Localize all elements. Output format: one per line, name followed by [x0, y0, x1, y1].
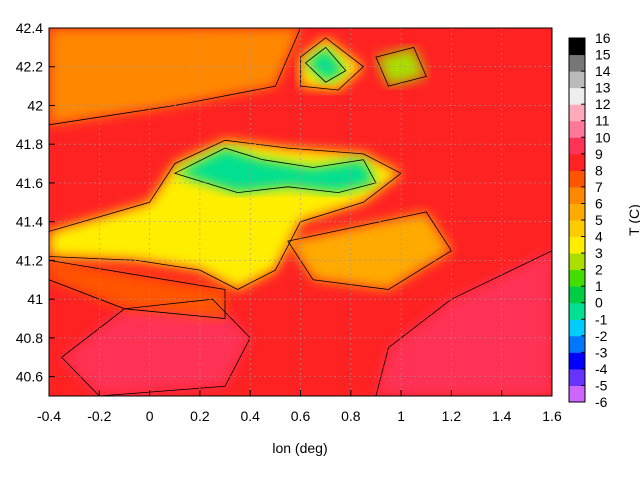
x-tick-label: 1.2 — [442, 408, 462, 424]
contour-line — [173, 147, 377, 194]
colorbar-tick-label: 0 — [595, 295, 603, 311]
colorbar-tick-label: 11 — [595, 113, 610, 129]
colorbar-tick-label: 2 — [595, 262, 603, 278]
x-tick-label: -0.2 — [87, 408, 111, 424]
y-tick-label: 41 — [27, 291, 43, 307]
colorbar-tick-label: 1 — [595, 278, 603, 294]
contour-line — [49, 28, 301, 126]
heatmap-region-northeast-ridge — [375, 47, 427, 87]
contour-line — [49, 259, 226, 319]
colorbar-segment — [569, 87, 585, 105]
colorbar-segment — [569, 104, 585, 122]
y-tick-label: 42.2 — [16, 59, 43, 75]
colorbar-tick-label: 6 — [595, 195, 603, 211]
y-tick-label: 41.4 — [16, 214, 43, 230]
x-tick-label: 0.2 — [190, 408, 210, 424]
colorbar-tick-label: 8 — [595, 162, 603, 178]
y-tick-label: 40.8 — [16, 330, 43, 346]
heatmap-region-southwest-hot — [61, 299, 251, 396]
colorbar-tick-label: 4 — [595, 229, 603, 245]
colorbar-tick-label: -2 — [595, 328, 608, 344]
colorbar-segment — [569, 368, 585, 386]
heatmap-region-southwest-lowland — [49, 260, 225, 319]
colorbar-tick-label: 5 — [595, 212, 603, 228]
y-tick-label: 41.2 — [16, 252, 43, 268]
colorbar-tick-label: 14 — [595, 63, 611, 79]
colorbar-segment — [569, 319, 585, 337]
colorbar-segment — [569, 71, 585, 89]
x-tick-label: 1 — [397, 408, 405, 424]
colorbar-segment — [569, 352, 585, 370]
heatmap-region-coastal-band — [287, 212, 452, 290]
contour-line — [287, 211, 452, 290]
x-axis-label: lon (deg) — [272, 440, 327, 456]
colorbar-tick-label: -6 — [595, 394, 608, 410]
colorbar-segment — [569, 170, 585, 188]
heatmap-region-central-cold-core — [174, 148, 376, 193]
colorbar-segment — [569, 38, 585, 56]
colorbar-tick-label: -1 — [595, 311, 608, 327]
colorbar-segment — [569, 186, 585, 204]
contour-line — [304, 46, 347, 83]
heatmap-region-northwest-upland — [49, 28, 301, 125]
x-tick-label: 0.4 — [240, 408, 260, 424]
colorbar-segment — [569, 286, 585, 304]
colorbar-tick-label: 3 — [595, 245, 603, 261]
contour-line — [61, 298, 251, 396]
y-tick-label: 41.8 — [16, 136, 43, 152]
colorbar-tick-label: 9 — [595, 146, 603, 162]
colorbar-segment — [569, 54, 585, 72]
colorbar-segment — [569, 302, 585, 320]
colorbar-tick-label: 16 — [595, 30, 611, 46]
colorbar-tick-label: 10 — [595, 129, 611, 145]
contour-line — [375, 250, 552, 396]
colorbar-tick-label: 12 — [595, 96, 611, 112]
colorbar-tick-label: 13 — [595, 80, 611, 96]
y-tick-label: 41.6 — [16, 175, 43, 191]
colorbar-tick-label: -3 — [595, 344, 608, 360]
heatmap-region-southeast-hot — [375, 250, 552, 396]
y-tick-label: 42.4 — [16, 20, 43, 36]
x-tick-label: 1.6 — [542, 408, 562, 424]
y-tick-label: 40.6 — [16, 369, 43, 385]
contour-line — [375, 46, 427, 87]
colorbar-tick-label: 7 — [595, 179, 603, 195]
contour-line — [49, 139, 402, 290]
colorbar-label: T (C) — [626, 204, 640, 236]
y-tick-label: 42 — [27, 97, 43, 113]
colorbar-segment — [569, 120, 585, 138]
colorbar-tick-label: -4 — [595, 361, 608, 377]
colorbar-segment — [569, 253, 585, 271]
colorbar-segment — [569, 137, 585, 155]
colorbar-tick-label: -5 — [595, 377, 608, 393]
x-tick-label: 0.6 — [291, 408, 311, 424]
x-tick-label: 0 — [146, 408, 154, 424]
colorbar-segment — [569, 335, 585, 353]
colorbar-tick-label: 15 — [595, 47, 611, 63]
colorbar-segment — [569, 269, 585, 287]
heatmap-region-northern-cold-spot — [305, 47, 346, 83]
colorbar-segment — [569, 220, 585, 238]
colorbar-segment — [569, 236, 585, 254]
colorbar-segment — [569, 153, 585, 171]
x-tick-label: -0.4 — [37, 408, 61, 424]
colorbar-segment — [569, 203, 585, 221]
x-tick-label: 1.4 — [492, 408, 512, 424]
colorbar-segment — [569, 385, 585, 403]
x-tick-label: 0.8 — [341, 408, 361, 424]
